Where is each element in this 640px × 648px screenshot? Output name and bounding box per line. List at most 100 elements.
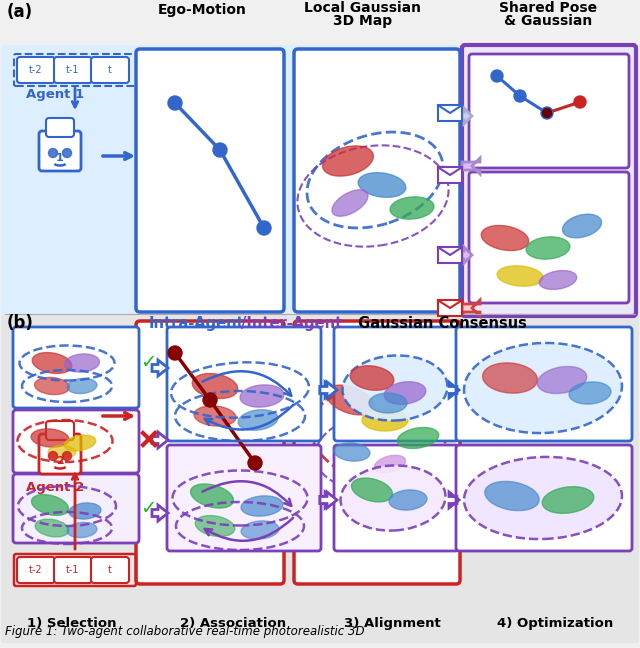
Ellipse shape — [257, 221, 271, 235]
Text: Shared Pose: Shared Pose — [499, 1, 597, 15]
Text: t-2: t-2 — [29, 65, 43, 75]
Text: ✓: ✓ — [140, 498, 156, 518]
FancyBboxPatch shape — [1, 317, 462, 588]
Polygon shape — [320, 382, 335, 398]
Ellipse shape — [351, 478, 392, 502]
Text: 2) Association: 2) Association — [180, 617, 286, 630]
Text: Agent 1: Agent 1 — [26, 88, 84, 101]
FancyBboxPatch shape — [17, 557, 55, 583]
Ellipse shape — [238, 410, 278, 430]
Ellipse shape — [389, 490, 427, 510]
Ellipse shape — [340, 465, 445, 531]
Text: (b): (b) — [7, 314, 34, 332]
FancyBboxPatch shape — [13, 474, 139, 543]
FancyBboxPatch shape — [91, 57, 129, 83]
Ellipse shape — [540, 271, 577, 290]
Ellipse shape — [32, 353, 72, 373]
Ellipse shape — [514, 90, 526, 102]
FancyBboxPatch shape — [456, 445, 632, 551]
Ellipse shape — [240, 385, 284, 407]
Ellipse shape — [332, 190, 368, 216]
Polygon shape — [462, 247, 472, 263]
FancyBboxPatch shape — [438, 167, 462, 183]
Ellipse shape — [35, 519, 69, 537]
FancyBboxPatch shape — [17, 57, 55, 83]
Polygon shape — [449, 492, 459, 508]
FancyBboxPatch shape — [46, 421, 74, 440]
FancyBboxPatch shape — [334, 327, 458, 441]
Ellipse shape — [497, 266, 543, 286]
Text: t-1: t-1 — [67, 565, 80, 575]
Text: 3D Map: 3D Map — [333, 14, 392, 28]
Ellipse shape — [374, 456, 406, 473]
Ellipse shape — [350, 365, 394, 390]
FancyBboxPatch shape — [13, 327, 139, 408]
Ellipse shape — [213, 143, 227, 157]
FancyBboxPatch shape — [54, 57, 92, 83]
Ellipse shape — [358, 172, 406, 198]
FancyBboxPatch shape — [469, 54, 629, 168]
Text: Ego-Motion: Ego-Motion — [157, 3, 246, 17]
Ellipse shape — [326, 385, 374, 415]
Polygon shape — [320, 492, 335, 508]
Text: (a): (a) — [7, 3, 33, 21]
Ellipse shape — [48, 446, 76, 459]
Ellipse shape — [241, 521, 279, 539]
FancyBboxPatch shape — [91, 557, 129, 583]
FancyBboxPatch shape — [462, 45, 636, 316]
Text: 1) Selection: 1) Selection — [28, 617, 116, 630]
FancyBboxPatch shape — [13, 410, 139, 473]
Ellipse shape — [248, 456, 262, 470]
Polygon shape — [152, 432, 168, 448]
Ellipse shape — [481, 226, 529, 251]
Ellipse shape — [241, 496, 283, 516]
FancyBboxPatch shape — [438, 105, 462, 121]
Ellipse shape — [64, 435, 96, 451]
Text: 1: 1 — [56, 153, 64, 163]
FancyBboxPatch shape — [438, 300, 462, 316]
Text: t: t — [108, 565, 112, 575]
FancyBboxPatch shape — [39, 434, 81, 474]
FancyBboxPatch shape — [1, 315, 639, 643]
Text: 2: 2 — [56, 456, 64, 466]
FancyBboxPatch shape — [136, 49, 284, 312]
FancyBboxPatch shape — [438, 247, 462, 263]
Text: & Gaussian: & Gaussian — [504, 14, 592, 28]
Ellipse shape — [31, 429, 69, 447]
Ellipse shape — [541, 107, 553, 119]
Polygon shape — [152, 360, 168, 376]
Ellipse shape — [526, 237, 570, 259]
Text: /Inter-Agent: /Inter-Agent — [241, 316, 342, 331]
Ellipse shape — [569, 382, 611, 404]
FancyBboxPatch shape — [54, 557, 92, 583]
FancyBboxPatch shape — [1, 45, 462, 316]
Ellipse shape — [563, 214, 602, 238]
Text: t-1: t-1 — [67, 65, 80, 75]
FancyBboxPatch shape — [46, 118, 74, 137]
Text: Agent 2: Agent 2 — [26, 481, 84, 494]
Polygon shape — [152, 505, 168, 521]
Ellipse shape — [67, 378, 97, 393]
Polygon shape — [449, 382, 459, 398]
FancyBboxPatch shape — [167, 327, 321, 441]
Text: Intra-Agent: Intra-Agent — [148, 316, 244, 331]
FancyBboxPatch shape — [39, 131, 81, 171]
Ellipse shape — [334, 443, 370, 461]
Ellipse shape — [464, 343, 622, 433]
Ellipse shape — [63, 452, 72, 461]
FancyBboxPatch shape — [469, 172, 629, 303]
Ellipse shape — [65, 354, 99, 372]
Text: Local Gaussian: Local Gaussian — [305, 1, 422, 15]
Ellipse shape — [67, 522, 97, 538]
Text: t-2: t-2 — [29, 565, 43, 575]
Polygon shape — [320, 492, 337, 508]
Ellipse shape — [63, 148, 72, 157]
Ellipse shape — [362, 409, 408, 431]
Ellipse shape — [191, 484, 234, 508]
FancyBboxPatch shape — [456, 327, 632, 441]
Text: 4) Optimization: 4) Optimization — [497, 617, 613, 630]
Polygon shape — [462, 300, 480, 316]
Ellipse shape — [69, 503, 101, 519]
Text: t: t — [108, 65, 112, 75]
Ellipse shape — [384, 382, 426, 404]
